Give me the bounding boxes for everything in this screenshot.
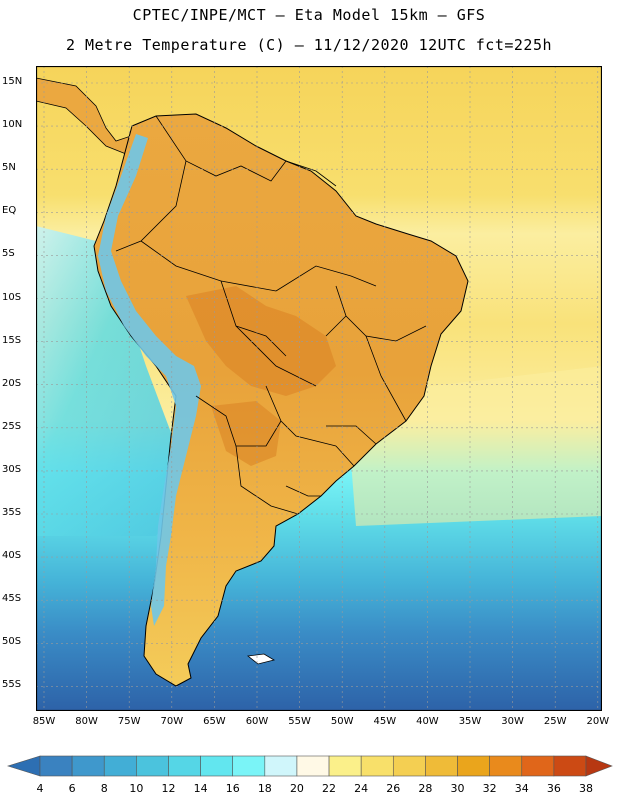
map-border (36, 66, 602, 711)
colorbar-segment (136, 755, 169, 777)
lat-label: 50S (2, 636, 22, 648)
falkland-islands (247, 653, 276, 665)
lat-label: 10N (2, 119, 23, 131)
colorbar-segment (328, 755, 362, 777)
colorbar-segment (360, 755, 394, 777)
colorbar-segment (232, 755, 266, 777)
temperature-map (36, 66, 602, 711)
chaco-hot-region (211, 401, 281, 466)
colorbar-label: 6 (68, 782, 76, 795)
lon-label: 30W (501, 716, 524, 727)
lat-label: 15N (2, 76, 23, 87)
colorbar-segment (521, 755, 555, 777)
lat-label: 30S (2, 463, 22, 475)
colorbar-label: 14 (193, 782, 208, 795)
colorbar-label: 10 (129, 782, 144, 795)
lat-label: 15S (2, 334, 22, 346)
andes-mountains (98, 134, 201, 626)
colorbar-label: 20 (289, 782, 304, 795)
lon-label: 50W (330, 716, 354, 727)
lon-label: 85W (32, 716, 56, 727)
lat-label: 10S (2, 291, 22, 303)
colorbar-label: 12 (161, 782, 176, 795)
lon-label: 60W (245, 716, 269, 727)
colorbar-segment (392, 755, 426, 777)
lat-label: 5N (2, 162, 16, 174)
south-america-land (93, 113, 469, 687)
colorbar-segment (103, 755, 137, 777)
colorbar-segment (168, 755, 201, 777)
colorbar-segment (296, 755, 330, 777)
lat-label: 20S (2, 377, 22, 389)
colorbar-segment (71, 755, 105, 777)
colorbar-segment (457, 755, 490, 777)
colorbar-label: 28 (418, 782, 433, 795)
lat-label: 5S (2, 248, 15, 260)
colorbar-segment (425, 755, 458, 777)
map-title: CPTEC/INPE/MCT – Eta Model 15km – GFS (132, 6, 486, 24)
country-borders (115, 115, 427, 515)
lon-label: 45W (373, 716, 397, 727)
colorbar-label: 8 (100, 782, 108, 795)
lat-label: 40S (2, 550, 22, 562)
lon-label: 55W (288, 716, 311, 727)
colorbar-label: 22 (322, 782, 337, 795)
colorbar-label: 16 (225, 782, 240, 795)
lat-label: 25S (2, 420, 22, 432)
lat-label: EQ (2, 205, 17, 217)
colorbar-label: 24 (354, 782, 369, 795)
colorbar-segment (39, 755, 73, 777)
lat-label: 55S (2, 679, 22, 691)
lat-label: 45S (2, 593, 22, 605)
colorbar-segment (489, 755, 523, 777)
colorbar-arrow-right (585, 755, 613, 777)
lon-label: 65W (203, 716, 226, 727)
lon-label: 25W (543, 716, 567, 727)
colorbar-label: 18 (257, 782, 272, 795)
lon-label: 20W (586, 716, 610, 727)
lon-label: 75W (117, 716, 141, 727)
lon-label: 40W (416, 716, 439, 727)
colorbar-segment (200, 755, 234, 777)
colorbar-label: 26 (386, 782, 401, 795)
colorbar-label: 30 (450, 782, 465, 795)
colorbar (6, 755, 613, 777)
colorbar-segment (553, 755, 587, 777)
colorbar-arrow-left (6, 755, 41, 777)
colorbar-label: 38 (579, 782, 593, 795)
colorbar-label: 32 (482, 782, 497, 795)
lon-label: 70W (160, 716, 184, 727)
lon-label: 80W (75, 716, 98, 727)
colorbar-label: 36 (546, 782, 561, 795)
map-subtitle: 2 Metre Temperature (C) – 11/12/2020 12U… (65, 36, 553, 54)
colorbar-label: 34 (514, 782, 529, 795)
lon-label: 35W (458, 716, 482, 727)
colorbar-segment (264, 755, 298, 777)
lat-label: 35S (2, 507, 22, 518)
colorbar-label: 4 (36, 782, 44, 795)
lat-grid (36, 82, 602, 687)
interior-hot-region (186, 286, 336, 396)
pacific-cool-region (36, 226, 186, 536)
